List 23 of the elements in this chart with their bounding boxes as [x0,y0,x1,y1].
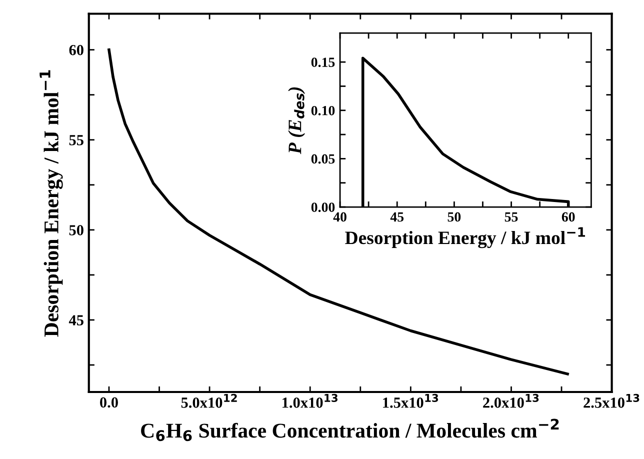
y-tick-label: 0.10 [311,106,335,116]
x-tick-label: 2.0x10$^{13}$ [483,394,539,408]
y-tick-label: 45 [68,315,84,326]
x-tick-label: 55 [504,212,518,222]
x-tick-label: 50 [448,212,461,222]
x-axis-title: Desorption Energy / kJ mol$^{−1}$ [345,227,586,248]
x-tick-label: 40 [333,212,346,222]
x-tick-label: 2.5x10$^{13}$ [584,394,640,408]
y-tick-label: 60 [69,44,84,56]
x-tick-label: 5.0x10$^{12}$ [181,394,237,408]
y-tick-label: 55 [69,135,84,146]
y-tick-label: 0.05 [311,154,335,164]
x-axis-title: C$_{6}$H$_{6}$ Surface Concentration / Molecules cm$^{−2}$ [141,418,559,442]
x-tick-label: 45 [390,212,404,222]
x-tick-label: 0.0 [100,397,118,408]
y-tick-label: 0.00 [311,202,335,212]
x-tick-label: 1.5x10$^{13}$ [383,394,438,408]
y-tick-label: 0.15 [311,58,335,68]
y-axis-title: P (E$_{des}$) [288,87,306,154]
x-tick-label: 1.0x10$^{13}$ [282,394,338,408]
y-axis-title: Desorption Energy / kJ mol$^{−1}$ [40,70,63,337]
x-tick-label: 60 [562,212,575,222]
y-tick-label: 50 [69,225,84,236]
